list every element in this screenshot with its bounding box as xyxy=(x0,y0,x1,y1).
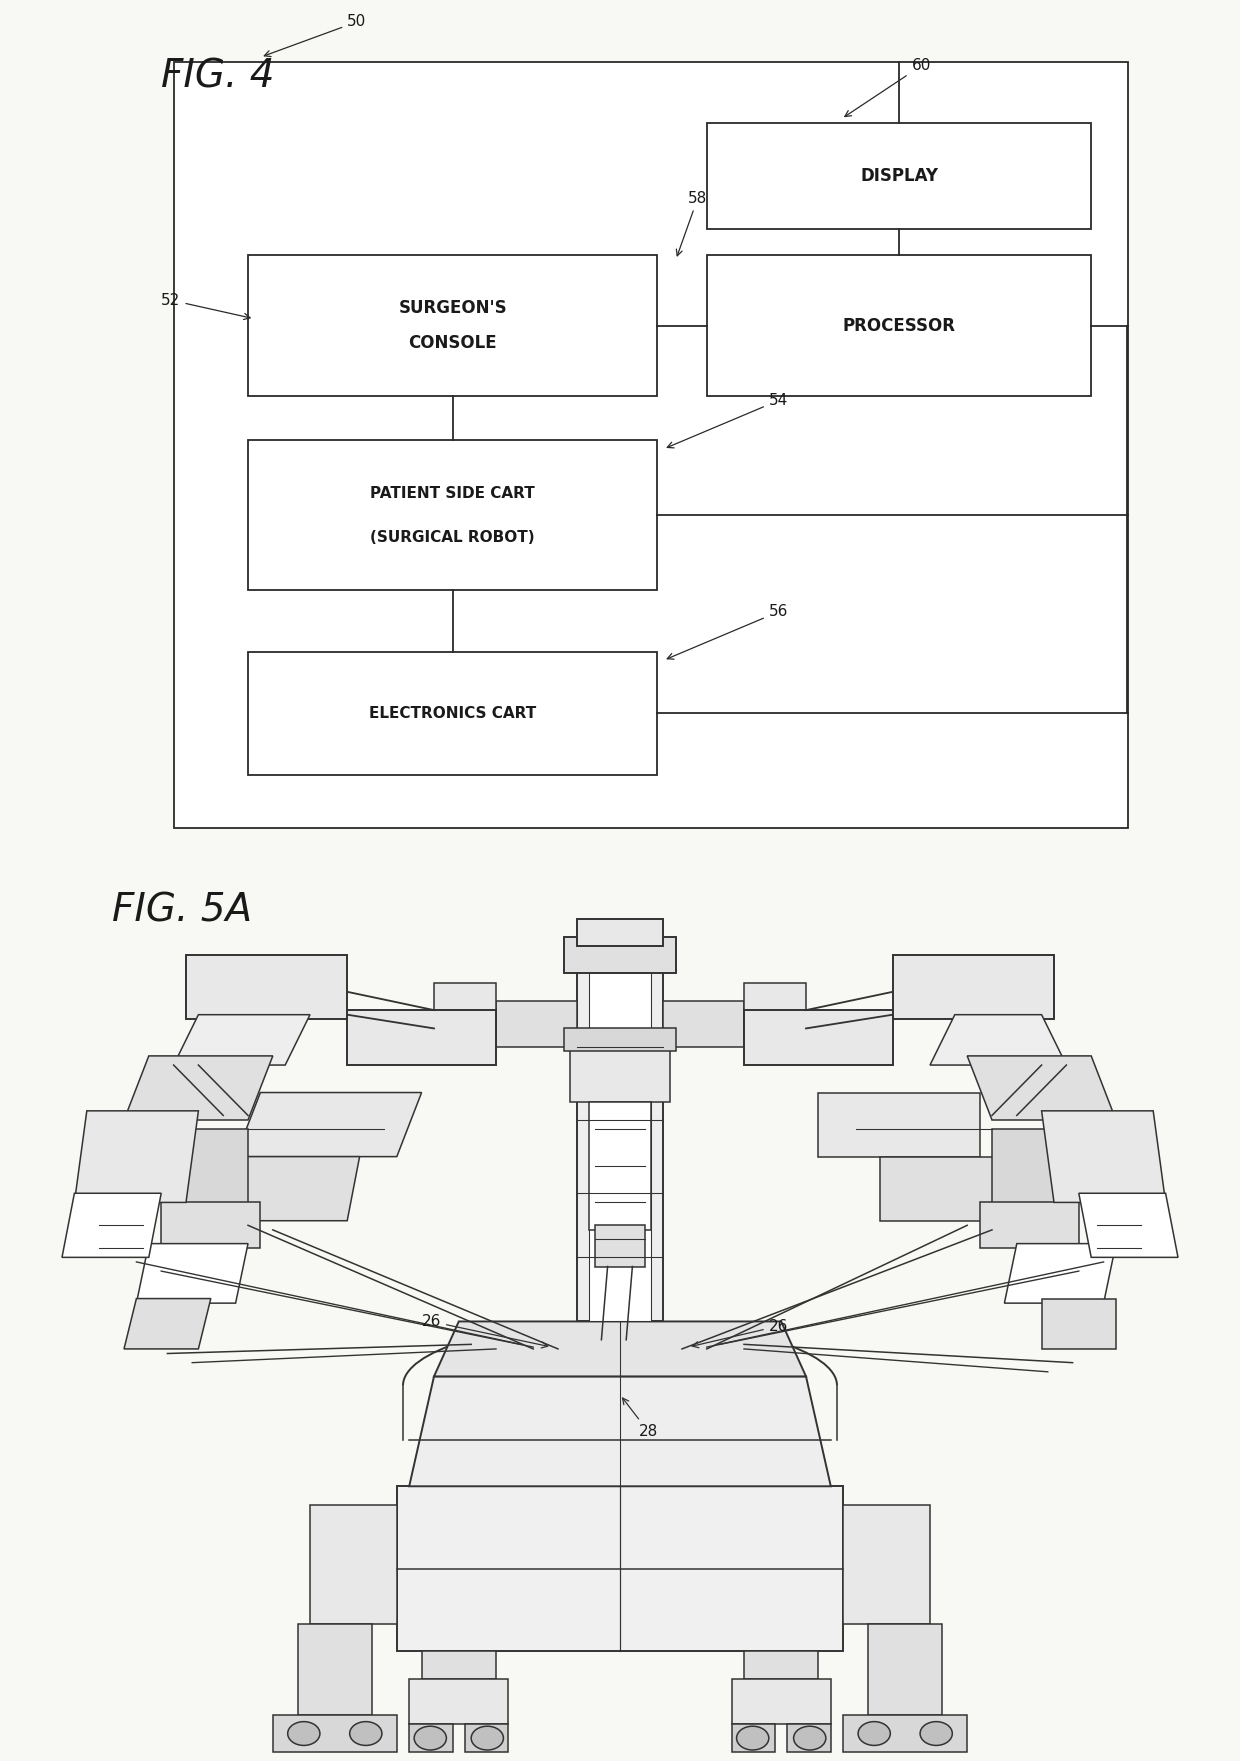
Polygon shape xyxy=(744,1652,818,1678)
Bar xyxy=(174,62,1128,828)
Polygon shape xyxy=(992,1129,1054,1212)
Polygon shape xyxy=(186,1129,248,1212)
Text: FIG. 4: FIG. 4 xyxy=(161,56,275,95)
Polygon shape xyxy=(980,1203,1079,1249)
Circle shape xyxy=(920,1722,952,1745)
Polygon shape xyxy=(496,1000,577,1046)
Polygon shape xyxy=(744,1011,893,1065)
Polygon shape xyxy=(595,1226,645,1266)
Circle shape xyxy=(794,1726,826,1750)
Text: PROCESSOR: PROCESSOR xyxy=(842,317,956,335)
Text: 26: 26 xyxy=(422,1314,548,1347)
Text: PATIENT SIDE CART: PATIENT SIDE CART xyxy=(371,486,534,500)
Polygon shape xyxy=(174,1014,310,1065)
Polygon shape xyxy=(589,965,651,1321)
Polygon shape xyxy=(868,1624,942,1715)
Polygon shape xyxy=(663,1000,744,1046)
Text: 54: 54 xyxy=(667,393,789,447)
Text: 56: 56 xyxy=(667,604,789,659)
Polygon shape xyxy=(880,1157,1017,1220)
Polygon shape xyxy=(732,1678,831,1724)
Bar xyxy=(248,255,657,396)
Polygon shape xyxy=(577,919,663,946)
Circle shape xyxy=(858,1722,890,1745)
Polygon shape xyxy=(1079,1194,1178,1257)
Text: 50: 50 xyxy=(264,14,367,56)
Text: 26: 26 xyxy=(692,1319,789,1347)
Circle shape xyxy=(414,1726,446,1750)
Polygon shape xyxy=(843,1715,967,1752)
Polygon shape xyxy=(409,1724,453,1752)
Text: 58: 58 xyxy=(676,190,708,255)
Polygon shape xyxy=(347,1011,496,1065)
Polygon shape xyxy=(236,1092,422,1157)
Polygon shape xyxy=(1042,1111,1166,1203)
Polygon shape xyxy=(310,1504,397,1624)
Polygon shape xyxy=(577,954,663,1321)
Polygon shape xyxy=(62,1194,161,1257)
Circle shape xyxy=(471,1726,503,1750)
Polygon shape xyxy=(732,1724,775,1752)
Polygon shape xyxy=(124,1298,211,1349)
Circle shape xyxy=(350,1722,382,1745)
Polygon shape xyxy=(434,983,496,1028)
Polygon shape xyxy=(211,1157,360,1220)
Bar xyxy=(248,652,657,775)
Polygon shape xyxy=(409,1678,508,1724)
Circle shape xyxy=(737,1726,769,1750)
Polygon shape xyxy=(161,1203,260,1249)
Text: 60: 60 xyxy=(844,58,931,116)
Polygon shape xyxy=(564,937,676,974)
Polygon shape xyxy=(744,983,806,1028)
Polygon shape xyxy=(298,1624,372,1715)
Polygon shape xyxy=(570,1046,670,1102)
Text: (SURGICAL ROBOT): (SURGICAL ROBOT) xyxy=(371,530,534,544)
Polygon shape xyxy=(465,1724,508,1752)
Polygon shape xyxy=(74,1111,198,1203)
Text: ELECTRONICS CART: ELECTRONICS CART xyxy=(370,706,536,720)
Bar xyxy=(248,440,657,590)
Polygon shape xyxy=(136,1243,248,1303)
Bar xyxy=(707,255,1091,396)
Polygon shape xyxy=(818,1092,980,1157)
Text: 28: 28 xyxy=(622,1398,658,1439)
Polygon shape xyxy=(434,1321,806,1377)
Polygon shape xyxy=(564,1028,676,1051)
Polygon shape xyxy=(397,1486,843,1652)
Text: 52: 52 xyxy=(161,292,250,319)
Text: CONSOLE: CONSOLE xyxy=(408,335,497,352)
Polygon shape xyxy=(843,1504,930,1624)
Circle shape xyxy=(288,1722,320,1745)
Text: SURGEON'S: SURGEON'S xyxy=(398,299,507,317)
Text: DISPLAY: DISPLAY xyxy=(861,167,937,185)
Bar xyxy=(707,123,1091,229)
Polygon shape xyxy=(409,1377,831,1486)
Polygon shape xyxy=(1042,1298,1116,1349)
Polygon shape xyxy=(893,954,1054,1020)
Polygon shape xyxy=(967,1057,1116,1120)
Polygon shape xyxy=(273,1715,397,1752)
Polygon shape xyxy=(787,1724,831,1752)
Text: FIG. 5A: FIG. 5A xyxy=(112,891,252,930)
Polygon shape xyxy=(589,1102,651,1229)
Polygon shape xyxy=(124,1057,273,1120)
Polygon shape xyxy=(422,1652,496,1678)
Polygon shape xyxy=(930,1014,1066,1065)
Polygon shape xyxy=(186,954,347,1020)
Polygon shape xyxy=(1004,1243,1116,1303)
